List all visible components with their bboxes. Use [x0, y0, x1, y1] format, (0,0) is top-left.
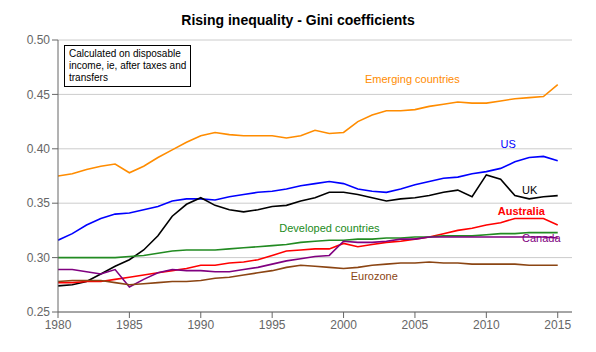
svg-text:UK: UK	[522, 184, 538, 196]
svg-text:0.45: 0.45	[27, 88, 51, 102]
svg-text:0.25: 0.25	[27, 305, 51, 319]
svg-text:0.50: 0.50	[27, 33, 51, 47]
svg-text:2015: 2015	[544, 318, 571, 332]
svg-text:Canada: Canada	[522, 232, 561, 244]
svg-text:1995: 1995	[259, 318, 286, 332]
html-text:Calculated on disposable incom: Calculated on disposable income, ie, aft…	[69, 48, 187, 83]
svg-text:2005: 2005	[402, 318, 429, 332]
svg-text:2010: 2010	[473, 318, 500, 332]
svg-text:1980: 1980	[45, 318, 72, 332]
svg-text:1985: 1985	[116, 318, 143, 332]
svg-text:0.30: 0.30	[27, 251, 51, 265]
svg-text:US: US	[501, 138, 516, 150]
svg-text:Developed countries: Developed countries	[279, 222, 380, 234]
svg-text:Australia: Australia	[498, 205, 546, 217]
svg-text:1990: 1990	[187, 318, 214, 332]
svg-text:0.35: 0.35	[27, 196, 51, 210]
svg-text:0.40: 0.40	[27, 142, 51, 156]
svg-text:Eurozone: Eurozone	[351, 270, 398, 282]
svg-text:Emerging countries: Emerging countries	[365, 73, 460, 85]
svg-text:2000: 2000	[330, 318, 357, 332]
html-text:Rising inequality - Gini coeff: Rising inequality - Gini coefficients	[181, 12, 415, 28]
